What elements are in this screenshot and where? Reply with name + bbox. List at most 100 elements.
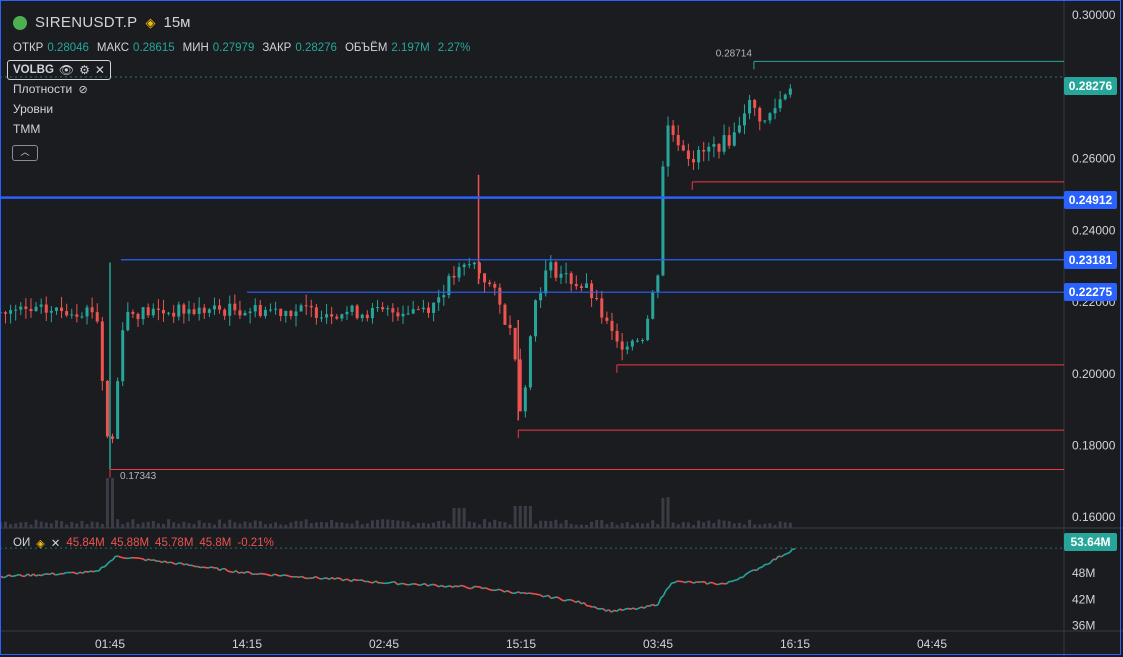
oi-series-segment <box>52 572 56 576</box>
oi-series-segment <box>682 580 686 584</box>
volume-bar <box>100 523 104 528</box>
oi-series-segment <box>498 588 503 592</box>
candle-body <box>289 310 293 317</box>
x-tick-label: 03:45 <box>643 637 673 651</box>
volume-bar <box>416 523 420 528</box>
volume-bar <box>401 521 405 528</box>
collapse-legend-button[interactable]: ︿ <box>12 145 38 161</box>
timeframe-label[interactable]: 15м <box>163 14 191 31</box>
oi-series-segment <box>424 583 429 587</box>
candle-body <box>100 321 104 381</box>
oi-y-tick-label: 48M <box>1072 566 1095 580</box>
volume-bar <box>75 523 79 528</box>
oi-series-segment <box>734 578 738 582</box>
candle-body <box>477 262 481 274</box>
oi-series-segment <box>35 574 40 577</box>
volume-bar <box>493 519 497 528</box>
layer-tmm[interactable]: TMM <box>13 122 41 136</box>
oi-series-segment <box>13 574 18 577</box>
oi-series-segment <box>761 563 766 568</box>
oi-series-segment <box>312 575 316 579</box>
candle-body <box>549 262 553 271</box>
volume-bar <box>717 519 721 528</box>
indicator-chip[interactable]: VOLBG 👁 ⚙ ✕ <box>7 60 111 80</box>
candle-body <box>447 275 451 296</box>
oi-series-segment <box>635 607 640 611</box>
candle-body <box>121 330 125 382</box>
candle-body <box>534 300 538 337</box>
candle-body <box>263 309 267 317</box>
volume-bar <box>534 524 538 528</box>
oi-series-segment <box>704 581 708 585</box>
indicator-name[interactable]: VOLBG <box>13 64 54 76</box>
oi-series-segment <box>583 602 588 607</box>
layer-densities[interactable]: Плотности ⊘ <box>13 82 88 96</box>
candle-body <box>421 307 425 310</box>
volume-bar <box>666 497 670 528</box>
oi-series-segment <box>501 589 505 593</box>
oi-series-segment <box>745 571 749 576</box>
oi-series-segment <box>775 555 780 560</box>
oi-series-segment <box>183 563 187 566</box>
oi-series-segment <box>649 603 653 607</box>
oi-series-segment <box>372 580 377 584</box>
oi-series-segment <box>342 578 346 582</box>
candle-body <box>29 308 33 312</box>
candle-body <box>39 304 43 307</box>
volume-bar <box>610 522 614 528</box>
volume-bar <box>783 522 787 528</box>
candle-body <box>345 311 349 315</box>
oi-series-segment <box>422 582 426 586</box>
oi-series-segment <box>93 570 97 573</box>
oi-series-segment <box>463 585 467 589</box>
volume-bar <box>151 520 155 528</box>
symbol-header[interactable]: SIRENUSDT.P ◈ 15м <box>13 14 191 31</box>
candle-body <box>9 310 13 314</box>
oi-series-segment <box>602 608 607 612</box>
oi-series-segment <box>550 596 555 600</box>
oi-series-segment <box>408 583 412 586</box>
gear-icon[interactable]: ⚙ <box>79 63 90 77</box>
volume-bar <box>172 522 176 528</box>
oi-series-segment <box>170 561 174 564</box>
oi-series-segment <box>361 579 366 583</box>
candle-body <box>783 94 787 100</box>
volume-bar <box>518 506 522 528</box>
symbol-name[interactable]: SIRENUSDT.P <box>35 14 138 31</box>
candle-body <box>676 134 680 146</box>
volume-bar <box>182 521 186 528</box>
volume-bar <box>477 524 481 528</box>
volume-bar <box>238 523 242 528</box>
volume-bar <box>360 524 364 528</box>
oi-series-segment <box>712 582 716 585</box>
oi-series-segment <box>301 575 305 579</box>
oi-series-segment <box>5 574 10 578</box>
volume-bar <box>19 522 23 528</box>
volume-bar <box>376 519 380 528</box>
volume-bar <box>121 524 125 528</box>
volume-bar <box>319 522 323 528</box>
eye-off-icon[interactable]: ⊘ <box>78 84 88 96</box>
candle-body <box>457 267 461 278</box>
volume-bar <box>95 522 99 528</box>
close-icon[interactable]: ✕ <box>94 63 105 77</box>
volume-bar <box>712 522 716 528</box>
volume-bar <box>39 521 43 528</box>
volume-bar <box>177 523 181 528</box>
candle-body <box>732 132 736 146</box>
oi-series-segment <box>339 577 344 582</box>
layer-levels[interactable]: Уровни <box>13 102 54 116</box>
y-tick-label: 0.16000 <box>1072 510 1116 524</box>
volume-bar <box>381 519 385 528</box>
oi-series-segment <box>622 608 626 612</box>
oi-value-3: 45.78M <box>155 537 194 549</box>
oi-series-segment <box>487 588 492 591</box>
volume-bar <box>85 524 89 528</box>
candle-body <box>223 309 227 316</box>
oi-series-segment <box>79 571 83 575</box>
eye-icon[interactable]: 👁 <box>58 63 75 77</box>
oi-series-segment <box>331 576 336 580</box>
close-icon[interactable]: ✕ <box>50 538 61 550</box>
oi-series-segment <box>16 573 20 577</box>
